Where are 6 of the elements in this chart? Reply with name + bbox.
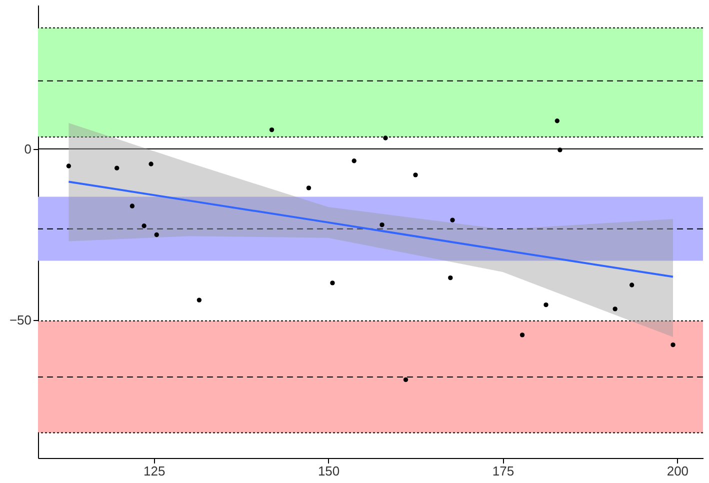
y-tick-label: 0 [24,141,32,156]
x-tick-label: 200 [666,464,689,478]
x-tick-label: 125 [143,464,166,478]
x-tick-label: 150 [318,464,340,478]
y-tick-label: −50 [9,312,32,328]
x-tick-label: 175 [492,464,514,478]
